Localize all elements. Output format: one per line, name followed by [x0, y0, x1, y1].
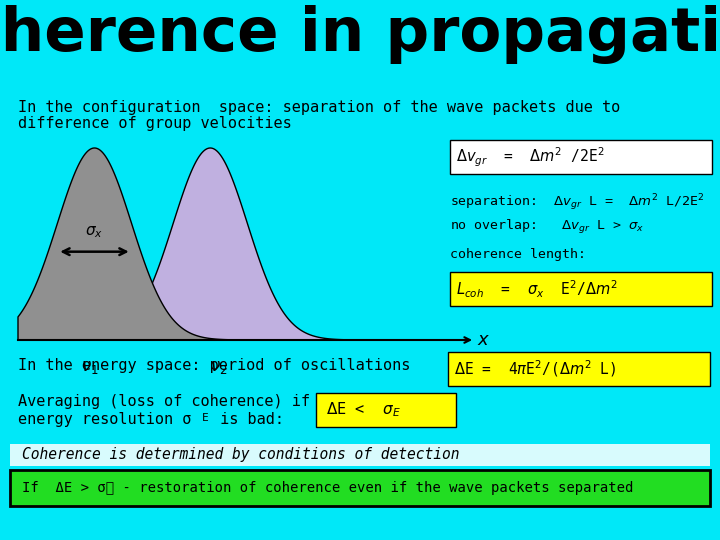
Text: $\nu_1$: $\nu_1$ [81, 358, 99, 376]
Text: x: x [477, 331, 487, 349]
Bar [316, 393, 456, 427]
Text: coherence length:: coherence length: [450, 248, 586, 261]
Bar [450, 140, 712, 174]
Text: difference of group velocities: difference of group velocities [18, 116, 292, 131]
Text: is bad:: is bad: [211, 412, 284, 427]
Polygon shape [18, 148, 455, 340]
Text: $\Delta$E <  $\sigma_E$: $\Delta$E < $\sigma_E$ [326, 401, 401, 420]
Text: Averaging (loss of coherence) if: Averaging (loss of coherence) if [18, 394, 310, 409]
Text: $\Delta$E =  4$\pi$E$^2$/($\Delta m^2$ L): $\Delta$E = 4$\pi$E$^2$/($\Delta m^2$ L) [454, 359, 616, 379]
Text: E: E [202, 413, 209, 423]
Text: $\Delta v_{gr}$  =  $\Delta m^2$ /2E$^2$: $\Delta v_{gr}$ = $\Delta m^2$ /2E$^2$ [456, 145, 605, 168]
Text: If  ΔE > σᴇ - restoration of coherence even if the wave packets separated: If ΔE > σᴇ - restoration of coherence ev… [22, 481, 634, 495]
Text: $\nu_2$: $\nu_2$ [210, 358, 228, 376]
Text: Coherence in propagation: Coherence in propagation [0, 5, 720, 64]
Bar [450, 272, 712, 306]
Bar [10, 444, 710, 466]
Bar [10, 470, 710, 506]
Text: $\sigma_x$: $\sigma_x$ [86, 224, 104, 240]
Text: no overlap:   $\Delta v_{gr}$ L > $\sigma_x$: no overlap: $\Delta v_{gr}$ L > $\sigma_… [450, 218, 644, 236]
Text: In the configuration  space: separation of the wave packets due to: In the configuration space: separation o… [18, 100, 620, 115]
Text: energy resolution σ: energy resolution σ [18, 412, 192, 427]
Polygon shape [18, 148, 455, 340]
Text: Coherence is determined by conditions of detection: Coherence is determined by conditions of… [22, 448, 459, 462]
Text: $L_{coh}$  =  $\sigma_x$  E$^2$/$\Delta m^2$: $L_{coh}$ = $\sigma_x$ E$^2$/$\Delta m^2… [456, 278, 618, 300]
Text: In the energy space: period of oscillations: In the energy space: period of oscillati… [18, 358, 410, 373]
Text: separation:  $\Delta v_{gr}$ L =  $\Delta m^2$ L/2E$^2$: separation: $\Delta v_{gr}$ L = $\Delta … [450, 192, 704, 213]
Bar [448, 352, 710, 386]
